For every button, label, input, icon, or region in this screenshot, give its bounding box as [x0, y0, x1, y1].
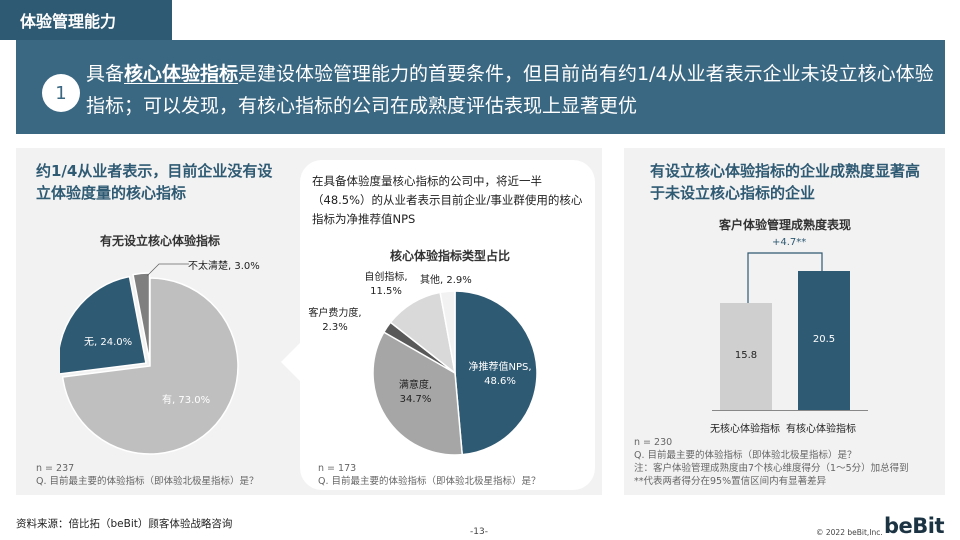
right-note-1: 注：客户体验管理成熟度由7个核心维度得分（1～5分）加总得到	[634, 463, 909, 474]
bar-chart: 15.8 20.5	[708, 240, 868, 410]
pie2-slice-other	[439, 290, 456, 374]
pie2-label-csat: 满意度, 34.7%	[398, 380, 433, 405]
headline-banner: 1 具备核心体验指标是建设体验管理能力的首要条件，但目前尚有约1/4从业者表示企…	[16, 40, 945, 134]
right-question: Q. 目前最主要的体验指标（即体验北极星指标）是？	[634, 450, 857, 461]
pie1-label-unsure: 不太清楚, 3.0%	[188, 261, 260, 272]
callout-pointer	[281, 340, 303, 384]
bar-has-metric	[798, 270, 850, 410]
bar-value-no-metric: 15.8	[734, 350, 758, 362]
headline-emphasis: 核心体验指标	[124, 63, 239, 85]
pie1-title: 有无设立核心体验指标	[99, 234, 220, 248]
pie2-title: 核心体验指标类型占比	[389, 249, 510, 263]
copyright: © 2022 beBit,Inc.	[816, 528, 883, 537]
middle-n: n = 173	[318, 463, 357, 474]
pie1-slice-yes	[61, 277, 239, 455]
right-title: 有设立核心体验指标的企业成熟度显著高于未设立核心指标的企业	[650, 162, 921, 202]
pie2-label-other: 其他, 2.9%	[420, 275, 472, 286]
headline-pre: 具备	[86, 63, 125, 85]
pie2-label-ces: 客户费力度, 2.3%	[308, 308, 362, 333]
footer-source: 资料来源：倍比拓（beBit）顾客体验战略咨询	[16, 518, 233, 530]
bar-no-metric	[720, 302, 772, 410]
page-number: -13-	[470, 527, 488, 537]
bar-category-no-metric: 无核心体验指标	[710, 424, 780, 435]
bar-value-has-metric: 20.5	[812, 334, 836, 346]
pie1-label-no: 无, 24.0%	[84, 337, 133, 348]
pie2-slice-nps	[454, 290, 538, 456]
pie2-label-custom: 自创指标, 11.5%	[364, 272, 408, 297]
bebit-logo: beBit	[884, 514, 945, 538]
left-n: n = 237	[36, 463, 75, 474]
left-title: 约1/4从业者表示，目前企业没有设立体验度量的核心指标	[36, 162, 273, 202]
pie2-slice-csat	[372, 331, 464, 456]
right-note-2: **代表两者得分在95%置信区间内有显著差异	[634, 476, 827, 487]
pie2-chart	[372, 290, 538, 456]
right-panel	[624, 148, 945, 495]
section-number: 1	[42, 74, 80, 112]
middle-question: Q. 目前最主要的体验指标（即体验北极星指标）是？	[318, 476, 541, 487]
pie2-label-nps: 净推荐值NPS, 48.6%	[468, 362, 532, 387]
left-question: Q. 目前最主要的体验指标（即体验北极星指标）是？	[36, 476, 259, 487]
pie1-leader-line	[146, 263, 189, 277]
section-tag: 体验管理能力	[0, 0, 172, 40]
bar-category-has-metric: 有核心体验指标	[786, 424, 856, 435]
bar-chart-title: 客户体验管理成熟度表现	[718, 218, 851, 232]
diff-label: +4.7**	[772, 237, 807, 248]
callout-text: 在具备体验度量核心指标的公司中，将近一半（48.5%）的从业者表示目前企业/事业…	[312, 174, 583, 226]
right-n: n = 230	[634, 437, 673, 448]
bar-axis-line	[712, 410, 868, 411]
headline-text: 具备核心体验指标是建设体验管理能力的首要条件，但目前尚有约1/4从业者表示企业未…	[86, 58, 936, 122]
pie1-slice-no	[60, 275, 147, 375]
pie1-label-yes: 有, 73.0%	[162, 395, 211, 406]
pie1-chart	[60, 272, 239, 455]
headline-post: 是建设体验管理能力的首要条件，但目前尚有约1/4从业者表示企业未设立核心体验指标…	[86, 63, 934, 117]
